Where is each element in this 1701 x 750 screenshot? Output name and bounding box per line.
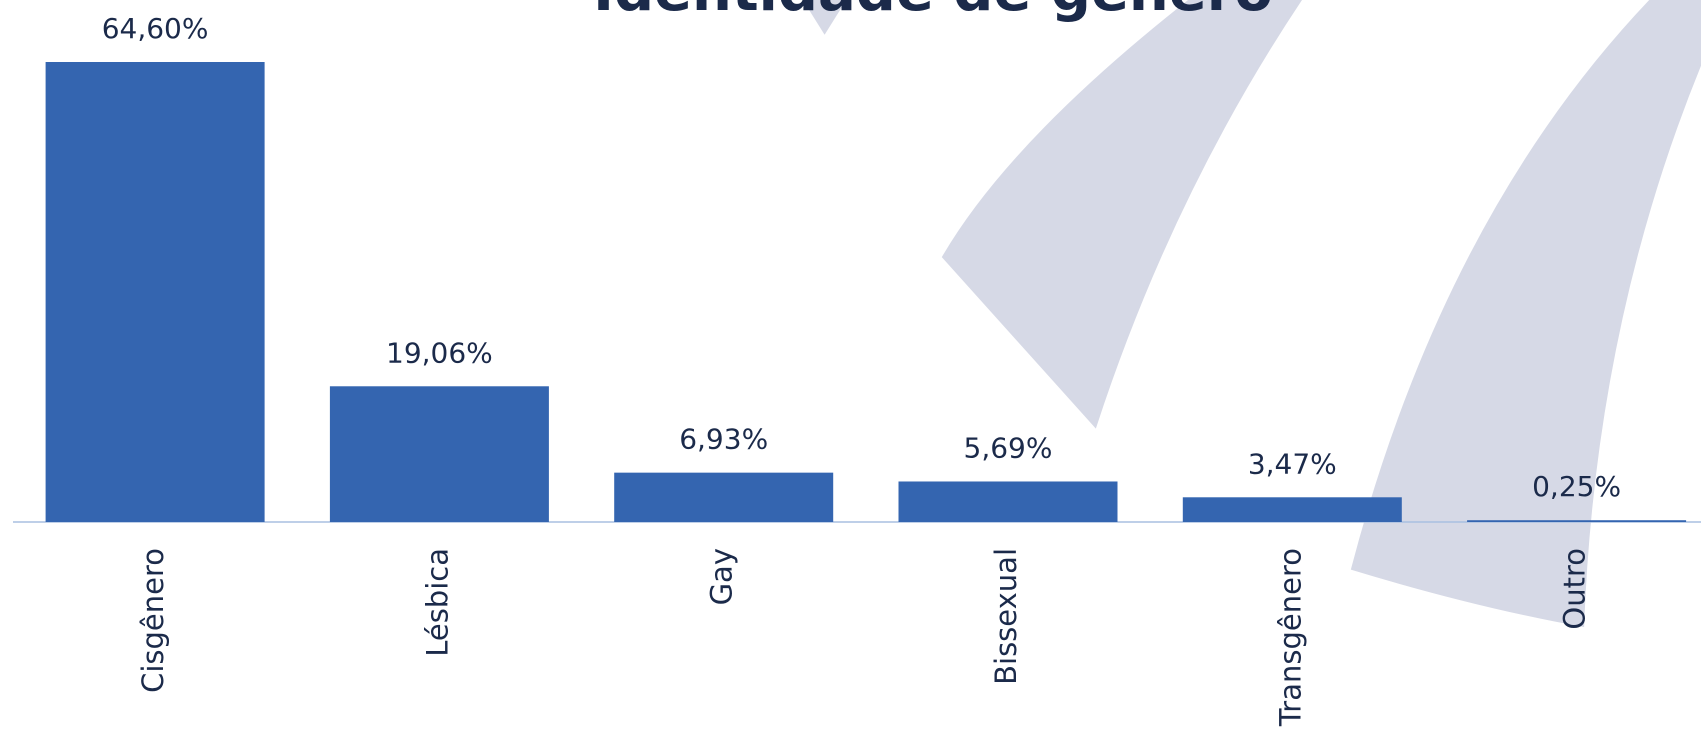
value-label: 6,93% xyxy=(679,423,768,456)
value-label: 5,69% xyxy=(964,431,1053,464)
value-label: 64,60% xyxy=(102,12,209,45)
x-tick-label: Lésbica xyxy=(420,548,454,657)
x-tick-label: Bissexual xyxy=(989,548,1023,685)
x-tick-label: Outro xyxy=(1558,548,1592,630)
x-tick-label: Cisgênero xyxy=(136,548,170,693)
bar xyxy=(45,62,265,522)
decor-arc xyxy=(1350,0,1701,628)
bar xyxy=(329,386,549,522)
bar xyxy=(898,481,1118,522)
bar xyxy=(1467,520,1687,522)
decor-arc xyxy=(941,0,1302,429)
x-tick-label: Transgênero xyxy=(1273,548,1307,727)
bar xyxy=(614,472,834,522)
background-decoration xyxy=(802,0,1701,628)
bar xyxy=(1182,497,1402,522)
decor-arc xyxy=(802,0,847,35)
value-label: 0,25% xyxy=(1532,470,1621,503)
chart-title: Identidade de gênero xyxy=(593,0,1273,24)
value-label: 3,47% xyxy=(1248,447,1337,480)
value-label: 19,06% xyxy=(386,336,493,369)
x-tick-label: Gay xyxy=(705,548,739,605)
